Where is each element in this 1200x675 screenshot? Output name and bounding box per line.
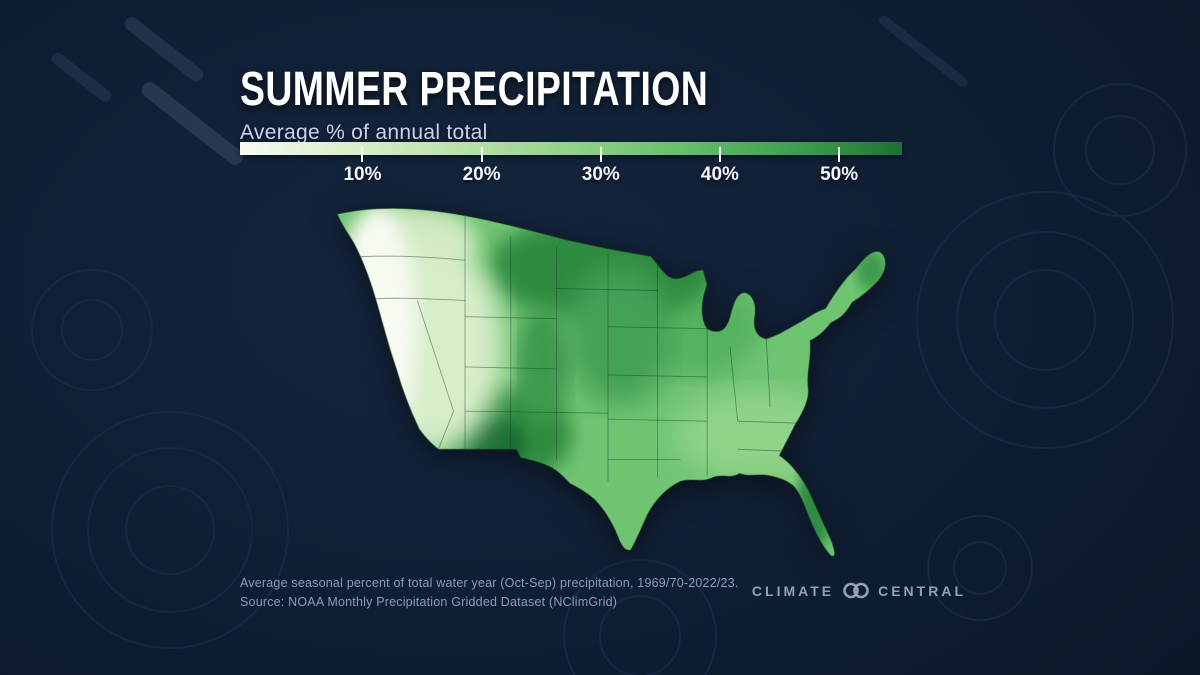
caption: Average seasonal percent of total water … [240,574,800,612]
legend-tick [480,147,483,162]
legend-gradient-bar [240,142,902,155]
legend-tick [361,147,364,162]
caption-line-1: Average seasonal percent of total water … [240,576,739,590]
map-container [322,196,894,570]
climate-central-logo: CLIMATE CENTRAL [752,582,966,599]
interlocking-rings-icon [843,582,869,599]
legend-label-40: 40% [700,164,739,185]
header: SUMMER PRECIPITATION Average % of annual… [240,62,960,145]
legend-label-20: 20% [462,164,501,185]
legend-label-10: 10% [343,164,382,185]
color-scale-legend: 10% 20% 30% 40% 50% [240,142,902,188]
legend-tick [718,147,721,162]
caption-line-2: Source: NOAA Monthly Precipitation Gridd… [240,594,618,609]
legend-label-30: 30% [581,164,620,185]
page-title: SUMMER PRECIPITATION [240,63,709,116]
brand-text-climate: CLIMATE [751,582,835,599]
subtitle: Average % of annual total [240,121,488,144]
brand-text-central: CENTRAL [878,582,966,599]
rain-streaks [51,15,968,165]
legend-tick [599,147,602,162]
legend-tick [838,147,841,162]
us-precipitation-choropleth-map [336,207,887,557]
legend-label-50: 50% [820,164,859,185]
